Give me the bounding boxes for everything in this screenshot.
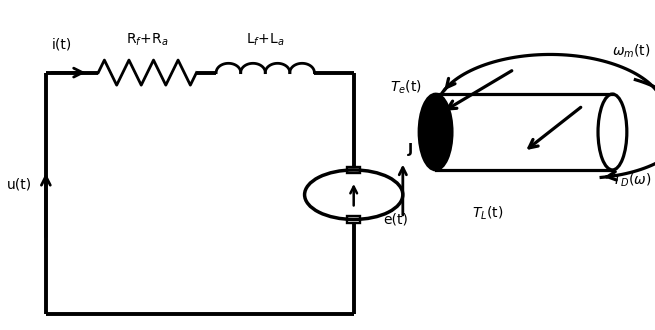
Text: L$_f$+L$_a$: L$_f$+L$_a$ <box>246 31 284 48</box>
Text: J: J <box>408 142 413 155</box>
Text: u(t): u(t) <box>7 178 31 192</box>
Text: $T_D$($\omega$): $T_D$($\omega$) <box>612 171 652 188</box>
Text: $\omega_m$(t): $\omega_m$(t) <box>612 43 651 60</box>
Text: i(t): i(t) <box>52 37 72 51</box>
Ellipse shape <box>419 94 452 170</box>
Text: e(t): e(t) <box>383 213 408 226</box>
Text: R$_f$+R$_a$: R$_f$+R$_a$ <box>126 31 168 48</box>
Bar <box>347 167 360 173</box>
Text: $T_L$(t): $T_L$(t) <box>472 204 504 221</box>
Bar <box>347 216 360 223</box>
Text: $T_e$(t): $T_e$(t) <box>390 79 422 96</box>
